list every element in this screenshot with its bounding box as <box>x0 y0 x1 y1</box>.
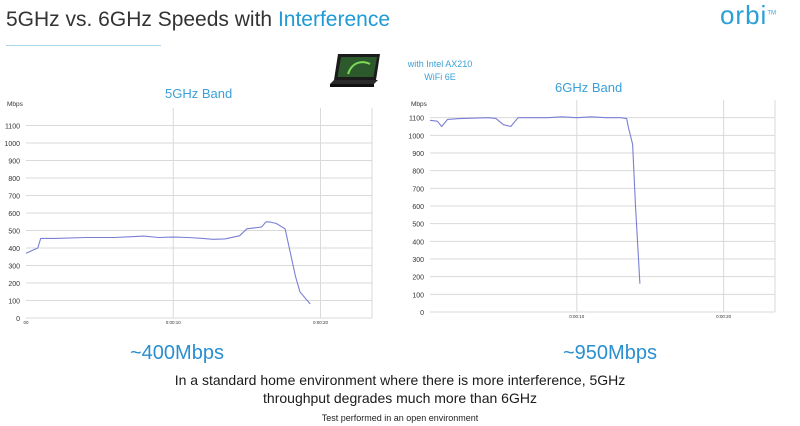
chart-1-series-line-0 <box>429 116 641 284</box>
chart-1-ytick-label-6: 600 <box>412 204 424 211</box>
footnote: Test performed in an open environment <box>321 413 479 423</box>
chart-0-ytick-label-1: 100 <box>8 299 20 306</box>
chart-1-xtick-label-1: 0:00:20 <box>716 314 732 319</box>
chart-0-ytick-label-10: 1000 <box>4 141 20 148</box>
orbi-logo-tm: TM <box>767 10 776 17</box>
chart-6ghz: 0 100 200 300 400 500 600 700 800 900 1000 1100 0:00… <box>408 100 776 319</box>
chart-0-xtick-label-0: 00 <box>23 320 29 325</box>
chart-1-ylabel: Mbps <box>411 101 428 108</box>
slide-title-accent: Interference <box>277 8 391 31</box>
chart-1-ytick-label-9: 900 <box>412 151 424 158</box>
chart-0-ytick-label-7: 700 <box>8 194 20 201</box>
caption-line2: throughput degrades much more than 6GHz <box>263 390 537 406</box>
laptop-note-line2: WiFi 6E <box>424 72 456 82</box>
chart-1-ytick-label-8: 800 <box>412 169 424 176</box>
chart-0-ytick-label-0: 0 <box>16 316 20 323</box>
orbi-logo-text: orbi <box>719 0 768 30</box>
chart-0-ytick-label-8: 800 <box>8 176 20 183</box>
chart-0-xtick-label-1: 0:00:10 <box>166 320 182 325</box>
chart-0-ytick-label-2: 200 <box>8 281 20 288</box>
chart-1-ytick-label-4: 400 <box>412 239 424 246</box>
chart-1-ytick-label-7: 700 <box>412 186 424 193</box>
chart-1-ytick-label-10: 1000 <box>408 133 424 140</box>
result-6ghz: ~950Mbps <box>563 342 657 364</box>
chart-1-ytick-label-3: 300 <box>412 257 424 264</box>
chart-1-xtick-label-0: 0:00:10 <box>569 314 585 319</box>
caption-line1: In a standard home environment where the… <box>174 372 626 388</box>
chart-0-ytick-label-6: 600 <box>8 211 20 218</box>
slide-title-main: 5GHz vs. 6GHz Speeds with <box>6 8 278 31</box>
laptop-icon <box>330 54 380 87</box>
title-underline <box>6 45 161 46</box>
chart-0-ytick-label-3: 300 <box>8 264 20 271</box>
result-5ghz: ~400Mbps <box>130 342 224 364</box>
chart-5ghz-title: 5GHz Band <box>165 86 233 101</box>
laptop-note-line1: with Intel AX210 <box>407 59 473 69</box>
chart-1-ytick-label-0: 0 <box>420 310 424 317</box>
chart-0-series-line-0 <box>25 221 311 305</box>
chart-0-ytick-label-4: 400 <box>8 246 20 253</box>
chart-0-ytick-label-5: 500 <box>8 229 20 236</box>
chart-1-ytick-label-1: 100 <box>412 292 424 299</box>
chart-1-ytick-label-5: 500 <box>412 222 424 229</box>
chart-0-ytick-label-11: 1100 <box>5 124 20 131</box>
chart-0-xtick-label-2: 0:00:20 <box>313 320 329 325</box>
chart-1-ytick-label-2: 200 <box>412 275 424 282</box>
laptop-note: with Intel AX210 WiFi 6E <box>400 58 480 84</box>
chart-0-ytick-label-9: 900 <box>8 159 20 166</box>
caption: In a standard home environment where the… <box>0 371 800 407</box>
orbi-logo: orbiTM <box>720 0 776 31</box>
chart-6ghz-title: 6GHz Band <box>555 80 623 95</box>
chart-1-ytick-label-11: 1100 <box>409 116 424 123</box>
chart-0-ylabel: Mbps <box>7 101 24 108</box>
chart-5ghz: 0 100 200 300 400 500 600 700 800 900 1000 1100 00 0:… <box>4 101 373 325</box>
slide-title: 5GHz vs. 6GHz Speeds with Interference <box>6 8 390 32</box>
